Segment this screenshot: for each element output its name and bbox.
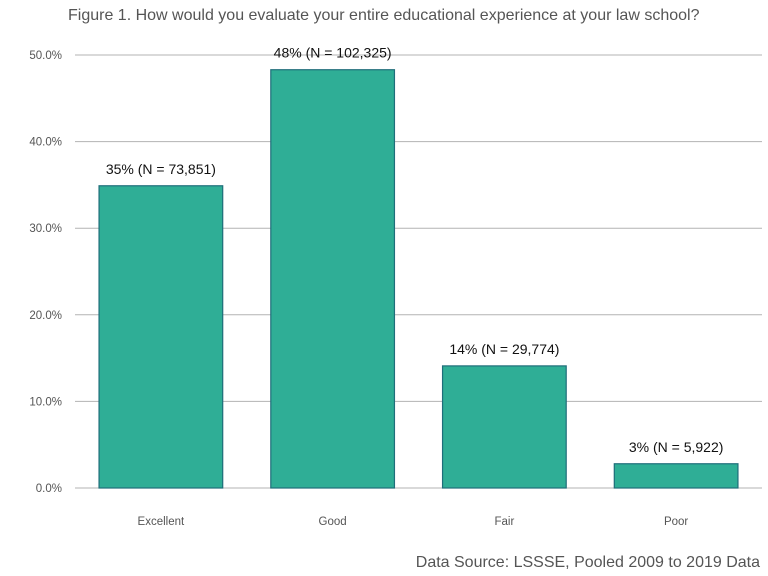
- bar-excellent: [98, 185, 224, 489]
- x-axis-ticks: Excellent Good Fair Poor: [138, 516, 689, 528]
- bar-good: [270, 69, 396, 489]
- y-tick-label: 0.0%: [36, 483, 62, 495]
- bar-value-label: 14% (N = 29,774): [449, 341, 559, 357]
- x-tick-label: Poor: [664, 516, 688, 528]
- y-axis-ticks: 0.0% 10.0% 20.0% 30.0% 40.0% 50.0%: [29, 50, 62, 495]
- bar-labels: 35% (N = 73,851) 48% (N = 102,325) 14% (N …: [106, 45, 724, 455]
- x-tick-label: Excellent: [138, 516, 185, 528]
- y-tick-label: 20.0%: [29, 310, 62, 322]
- bar-poor: [613, 463, 739, 489]
- bars: [98, 69, 739, 489]
- chart-title: Figure 1. How would you evaluate your en…: [68, 7, 700, 24]
- bar-value-label: 48% (N = 102,325): [274, 45, 392, 61]
- y-tick-label: 30.0%: [29, 223, 62, 235]
- y-tick-label: 10.0%: [29, 396, 62, 408]
- chart-caption: Data Source: LSSSE, Pooled 2009 to 2019 …: [416, 554, 760, 571]
- y-tick-label: 40.0%: [29, 137, 62, 149]
- y-tick-label: 50.0%: [29, 50, 62, 62]
- bar-fair: [441, 365, 567, 489]
- x-tick-label: Good: [319, 516, 347, 528]
- x-tick-label: Fair: [494, 516, 514, 528]
- bar-value-label: 3% (N = 5,922): [629, 439, 724, 455]
- bar-value-label: 35% (N = 73,851): [106, 161, 216, 177]
